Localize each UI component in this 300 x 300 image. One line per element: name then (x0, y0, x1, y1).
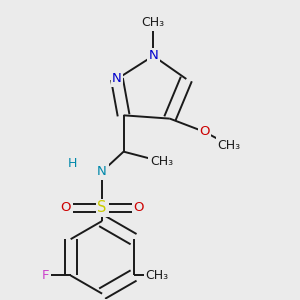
Text: H: H (68, 157, 77, 170)
Text: S: S (98, 200, 107, 215)
Text: N: N (97, 165, 107, 178)
Text: O: O (199, 125, 210, 138)
Text: CH₃: CH₃ (218, 139, 241, 152)
Text: N: N (112, 73, 122, 85)
Text: N: N (148, 50, 158, 62)
Text: CH₃: CH₃ (145, 269, 168, 282)
Text: CH₃: CH₃ (150, 155, 173, 168)
Text: O: O (133, 201, 144, 214)
Text: F: F (42, 269, 50, 282)
Text: CH₃: CH₃ (142, 16, 165, 29)
Text: O: O (61, 201, 71, 214)
